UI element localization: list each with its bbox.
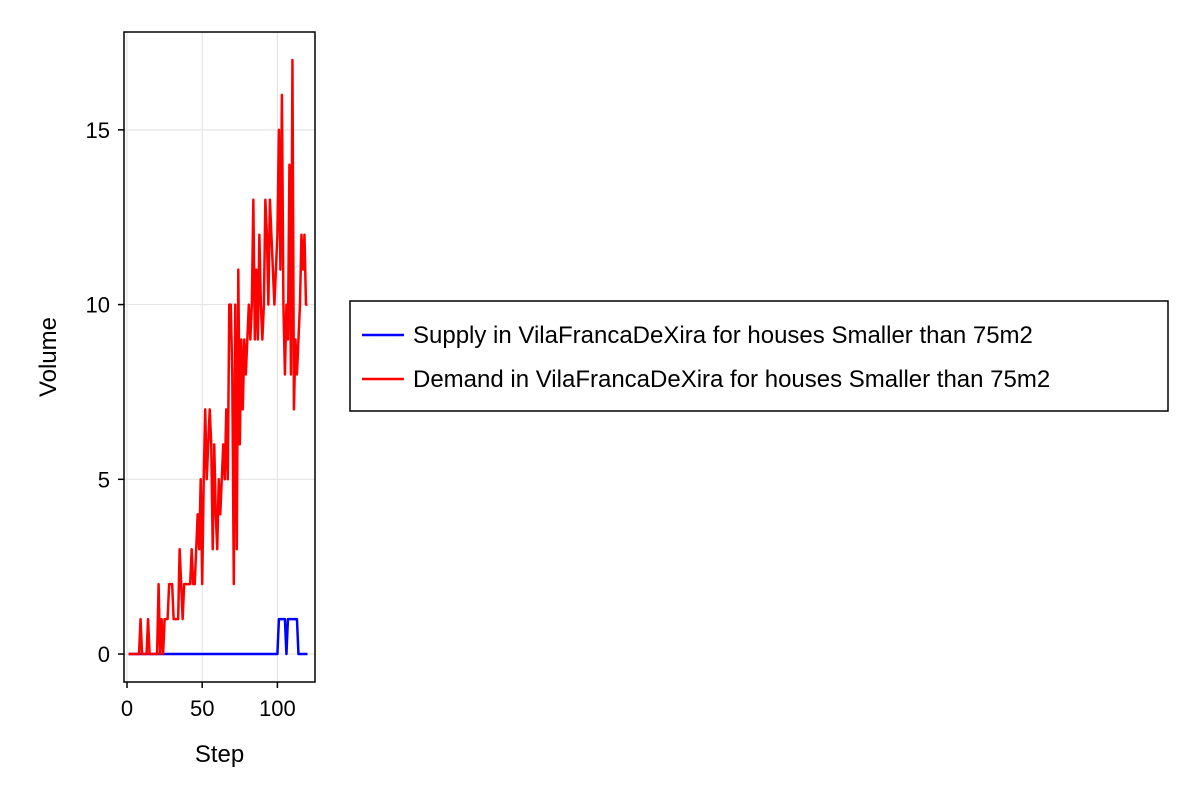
- x-tick-label: 100: [259, 696, 296, 721]
- legend-label-demand: Demand in VilaFrancaDeXira for houses Sm…: [413, 366, 1050, 393]
- axis-ticks: 0 50 100 0 5 10 15: [86, 118, 296, 721]
- legend-label-supply: Supply in VilaFrancaDeXira for houses Sm…: [413, 322, 1033, 349]
- y-tick-label: 15: [86, 118, 110, 143]
- x-axis-title: Step: [195, 741, 244, 768]
- y-axis-title: Volume: [35, 317, 62, 397]
- y-tick-label: 5: [98, 467, 110, 492]
- legend-box: [349, 300, 1169, 412]
- y-tick-label: 10: [86, 293, 110, 318]
- x-tick-label: 0: [121, 696, 133, 721]
- series-lines: [128, 58, 308, 656]
- series-line-supply: [128, 617, 308, 656]
- series-line-demand: [128, 58, 308, 656]
- plot-frame: [123, 31, 316, 683]
- x-tick-label: 50: [190, 696, 214, 721]
- y-tick-label: 0: [98, 642, 110, 667]
- legend: Supply in VilaFrancaDeXira for houses Sm…: [349, 300, 1169, 412]
